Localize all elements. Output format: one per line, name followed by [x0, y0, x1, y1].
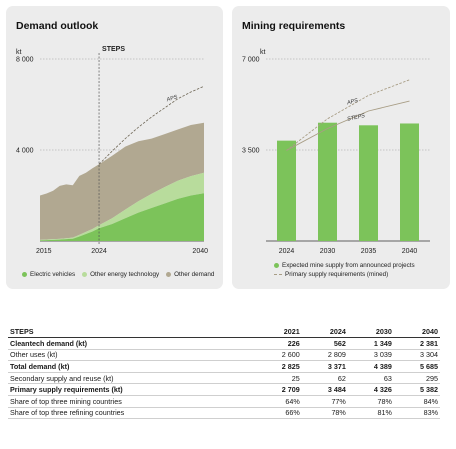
table-cell: 295	[393, 372, 440, 385]
bar-2030	[318, 122, 337, 241]
x-tick-label: 2040	[402, 248, 418, 255]
row-label: Primary supply requirements (kt)	[8, 383, 256, 397]
legend-swatch-icon	[166, 272, 172, 277]
table-cell: 2 381	[393, 337, 440, 350]
table-row: Secondary supply and reuse (kt) 25 62 63 295	[8, 372, 440, 385]
legend-item-other-energy-technology: Other energy technology	[82, 271, 159, 278]
bar-2024	[277, 140, 296, 241]
y-tick-label: 7 000	[242, 57, 260, 64]
table-cell: 77%	[301, 395, 348, 408]
aps-line	[286, 79, 410, 151]
table-header-cell: STEPS	[8, 326, 256, 339]
table-cell: 83%	[393, 407, 440, 420]
x-tick-label: 2024	[279, 248, 295, 255]
legend-item-expected-mine-supply: Expected mine supply from announced proj…	[274, 262, 415, 269]
legend-dash-icon	[274, 274, 282, 275]
area-series-other-energy-technology	[40, 172, 204, 241]
table-cell: 5 382	[393, 383, 440, 397]
x-tick-label: 2030	[320, 248, 336, 255]
x-tick-label: 2035	[361, 248, 377, 255]
legend-item-primary-supply-requirements: Primary supply requirements (mined)	[274, 271, 388, 278]
demand-outlook-chart: kt 4 000 8 000 2015 2024 2040 STEPS APS	[16, 46, 208, 255]
row-label: Cleantech demand (kt)	[8, 337, 256, 350]
area-series-electric-vehicles	[40, 193, 204, 241]
row-label: Secondary supply and reuse (kt)	[8, 372, 256, 385]
mining-requirements-title: Mining requirements	[242, 20, 346, 32]
table-cell: 2 600	[255, 349, 302, 362]
table-header-cell: 2024	[301, 326, 348, 339]
table-header-row: STEPS 2021 2024 2030 2040	[8, 326, 440, 339]
aps-line-label: APS	[165, 94, 179, 103]
x-tick-label: 2015	[36, 248, 52, 255]
table-cell: 81%	[347, 407, 394, 420]
table-cell: 63	[347, 372, 394, 385]
steps-summary-table: STEPS 2021 2024 2030 2040 Cleantech dema…	[8, 326, 440, 420]
table-cell: 3 039	[347, 349, 394, 362]
legend-swatch-icon	[274, 263, 279, 268]
table-row: Cleantech demand (kt) 226 562 1 349 2 381	[8, 337, 440, 350]
y-unit-label: kt	[260, 49, 266, 56]
y-unit-label: kt	[16, 49, 22, 56]
table-cell: 25	[255, 372, 302, 385]
table-row: Share of top three mining countries 64% 77…	[8, 395, 440, 408]
table-cell: 78%	[301, 407, 348, 420]
table-cell: 1 349	[347, 337, 394, 350]
legend-item-other-demand: Other demand	[166, 271, 214, 278]
x-tick-label: 2040	[192, 248, 208, 255]
y-tick-label: 3 500	[242, 148, 260, 155]
row-label: Other uses (kt)	[8, 349, 256, 362]
legend-label: Electric vehicles	[30, 271, 76, 278]
table-cell: 78%	[347, 395, 394, 408]
table-cell: 3 304	[393, 349, 440, 362]
legend-swatch-icon	[82, 272, 88, 277]
legend-label: Other demand	[174, 271, 215, 278]
table-header-cell: 2040	[393, 326, 440, 339]
table-cell: 84%	[393, 395, 440, 408]
table-row: Share of top three refining countries 66%…	[8, 407, 440, 420]
demand-outlook-title: Demand outlook	[16, 20, 99, 32]
demand-outlook-panel: Demand outlook kt 4 000 8 000 2015 2024 2040…	[6, 6, 223, 289]
row-label: Share of top three refining countries	[8, 407, 256, 420]
legend-label: Other energy technology	[90, 271, 160, 278]
legend-swatch-icon	[22, 272, 27, 277]
area-series-other-demand	[40, 122, 204, 240]
aps-line	[98, 85, 205, 165]
table-cell: 2 825	[255, 360, 302, 373]
table-cell: 2 709	[255, 383, 302, 397]
table-row: Total demand (kt) 2 825 3 371 4 389 5 685	[8, 360, 440, 373]
legend-item-electric-vehicles: Electric vehicles	[22, 271, 75, 278]
table-cell: 64%	[255, 395, 302, 408]
table-cell: 62	[301, 372, 348, 385]
table-cell: 66%	[255, 407, 302, 420]
table-cell: 226	[255, 337, 302, 350]
legend-label: Expected mine supply from announced proj…	[282, 262, 415, 269]
bar-2040	[400, 123, 419, 241]
demand-legend: Electric vehicles Other energy technolog…	[22, 271, 221, 278]
mining-legend: Expected mine supply from announced proj…	[274, 262, 415, 280]
table-cell: 4 389	[347, 360, 394, 373]
mining-requirements-panel: Mining requirements kt 3 500 7 000 2024 203…	[232, 6, 450, 289]
x-tick-label: 2024	[91, 248, 107, 255]
row-label: Total demand (kt)	[8, 360, 256, 373]
y-tick-label: 4 000	[16, 148, 34, 155]
table-cell: 5 685	[393, 360, 440, 373]
steps-line-label: STEPS	[347, 113, 366, 123]
mining-requirements-chart: kt 3 500 7 000 2024 2030 2035 2040 APS STEPS	[242, 49, 430, 255]
table-cell: 4 326	[347, 383, 394, 397]
table-cell: 3 484	[301, 383, 348, 397]
table-row: Other uses (kt) 2 600 2 809 3 039 3 304	[8, 349, 440, 362]
row-label: Share of top three mining countries	[8, 395, 256, 408]
table-cell: 3 371	[301, 360, 348, 373]
y-tick-label: 8 000	[16, 57, 34, 64]
aps-line-label: APS	[345, 98, 358, 107]
steps-line	[286, 100, 410, 151]
steps-marker-label: STEPS	[102, 46, 125, 53]
table-header-cell: 2030	[347, 326, 394, 339]
legend-label: Primary supply requirements (mined)	[285, 271, 389, 278]
table-cell: 2 809	[301, 349, 348, 362]
bar-2035	[359, 125, 378, 241]
table-cell: 562	[301, 337, 348, 350]
table-row: Primary supply requirements (kt) 2 709 3 4…	[8, 383, 440, 397]
table-header-cell: 2021	[255, 326, 302, 339]
